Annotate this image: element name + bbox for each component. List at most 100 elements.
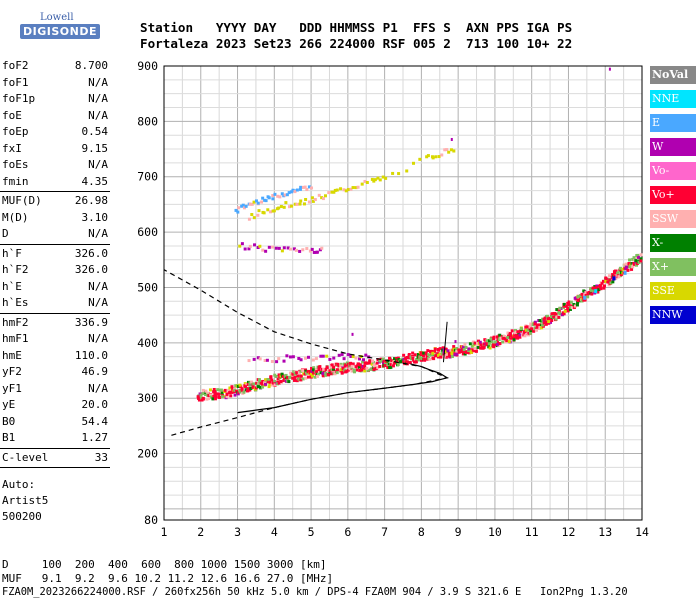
trace-point	[589, 287, 593, 291]
trace-point	[519, 327, 523, 331]
trace-point	[212, 387, 216, 391]
trace-point	[296, 374, 300, 378]
trace-point	[506, 336, 510, 340]
trace-point	[316, 372, 320, 376]
trace-point	[236, 210, 240, 214]
trace-point	[308, 370, 312, 374]
trace-point	[248, 381, 252, 385]
trace-point	[444, 350, 448, 354]
trace-point	[308, 249, 312, 253]
trace-point	[363, 364, 367, 368]
trace-point	[547, 320, 551, 324]
trace-point	[428, 353, 432, 357]
trace-point	[525, 325, 529, 329]
trace-point	[402, 358, 406, 362]
trace-point	[595, 286, 599, 290]
trace-point	[450, 355, 454, 359]
trace-point	[440, 351, 444, 355]
trace-point	[295, 202, 299, 206]
trace-point	[310, 196, 314, 200]
trace-point	[223, 388, 227, 392]
trace-point	[291, 376, 295, 380]
trace-point	[276, 194, 280, 198]
trace-point	[503, 334, 507, 338]
trace-point	[311, 358, 315, 362]
param-label: h`F2	[2, 263, 29, 276]
x-tick-label: 2	[197, 525, 204, 539]
param-label: foEp	[2, 125, 29, 138]
trace-point	[352, 368, 356, 372]
trace-point	[605, 277, 609, 281]
trace-point	[490, 340, 494, 344]
trace-point	[506, 334, 510, 338]
header-values: Fortaleza 2023 Set23 266 224000 RSF 005 …	[140, 36, 573, 51]
trace-point	[240, 204, 244, 208]
trace-point	[368, 359, 372, 363]
trace-point	[291, 355, 295, 359]
trace-point	[611, 280, 615, 284]
trace-point	[299, 358, 303, 362]
trace-point	[627, 268, 631, 272]
legend-item-x: X-	[650, 234, 696, 252]
trace-point	[354, 186, 358, 190]
trace-point	[558, 306, 562, 310]
param-row-fof2: foF2 8.700	[2, 58, 108, 74]
param-value: 326.0	[74, 263, 108, 276]
trace-point	[630, 267, 634, 271]
trace-point	[609, 281, 613, 285]
legend-item-vo: Vo-	[650, 162, 696, 180]
trace-point	[271, 194, 275, 198]
trace-point	[455, 349, 459, 353]
trace-point	[493, 343, 497, 347]
trace-point	[589, 288, 593, 292]
trace-point	[471, 340, 475, 344]
trace-point	[321, 354, 325, 358]
trace-point	[464, 345, 468, 349]
trace-point	[242, 390, 246, 394]
trace-point	[289, 371, 293, 375]
trace-point	[252, 382, 256, 386]
trace-point	[504, 337, 508, 341]
trace-point	[489, 337, 493, 341]
trace-point	[533, 320, 537, 324]
legend-item-nnw: NNW	[650, 306, 696, 324]
trace-point	[322, 367, 326, 371]
trace-point	[523, 334, 527, 338]
trace-point	[335, 368, 339, 372]
trace-point	[344, 189, 348, 193]
trace-point	[321, 371, 325, 375]
param-row-hme: hmE 110.0	[2, 348, 108, 364]
trace-point	[387, 362, 391, 366]
param-value: 54.4	[81, 414, 109, 428]
trace-point	[488, 346, 492, 350]
trace-point	[299, 369, 303, 373]
trace-point	[467, 349, 471, 353]
trace-point	[376, 176, 380, 180]
trace-point	[307, 185, 311, 189]
y-tick-label: 400	[137, 336, 158, 350]
trace-point	[522, 330, 526, 334]
trace-point	[290, 204, 294, 208]
trace-point	[211, 397, 215, 401]
trace-point	[432, 357, 436, 361]
trace-point	[241, 203, 245, 207]
trace-point	[430, 349, 434, 353]
trace-point	[264, 199, 268, 203]
param-label: fxI	[2, 141, 22, 155]
trace-point	[295, 379, 299, 383]
param-row-foe: foE N/A	[2, 108, 108, 124]
trace-point	[639, 259, 643, 263]
trace-point	[514, 329, 518, 333]
logo-digisonde-text: DIGISONDE	[20, 24, 100, 39]
trace-point	[339, 187, 343, 191]
trace-point	[231, 387, 235, 391]
trace-point	[277, 381, 281, 385]
trace-point	[587, 290, 591, 294]
trace-point	[305, 247, 309, 251]
x-tick-label: 8	[418, 525, 425, 539]
header-labels: Station YYYY DAY DDD HHMMSS P1 FFS S AXN…	[140, 20, 573, 35]
trace-point	[234, 384, 238, 388]
trace-point	[528, 325, 532, 329]
x-tick-label: 3	[234, 525, 241, 539]
trace-point	[482, 344, 486, 348]
